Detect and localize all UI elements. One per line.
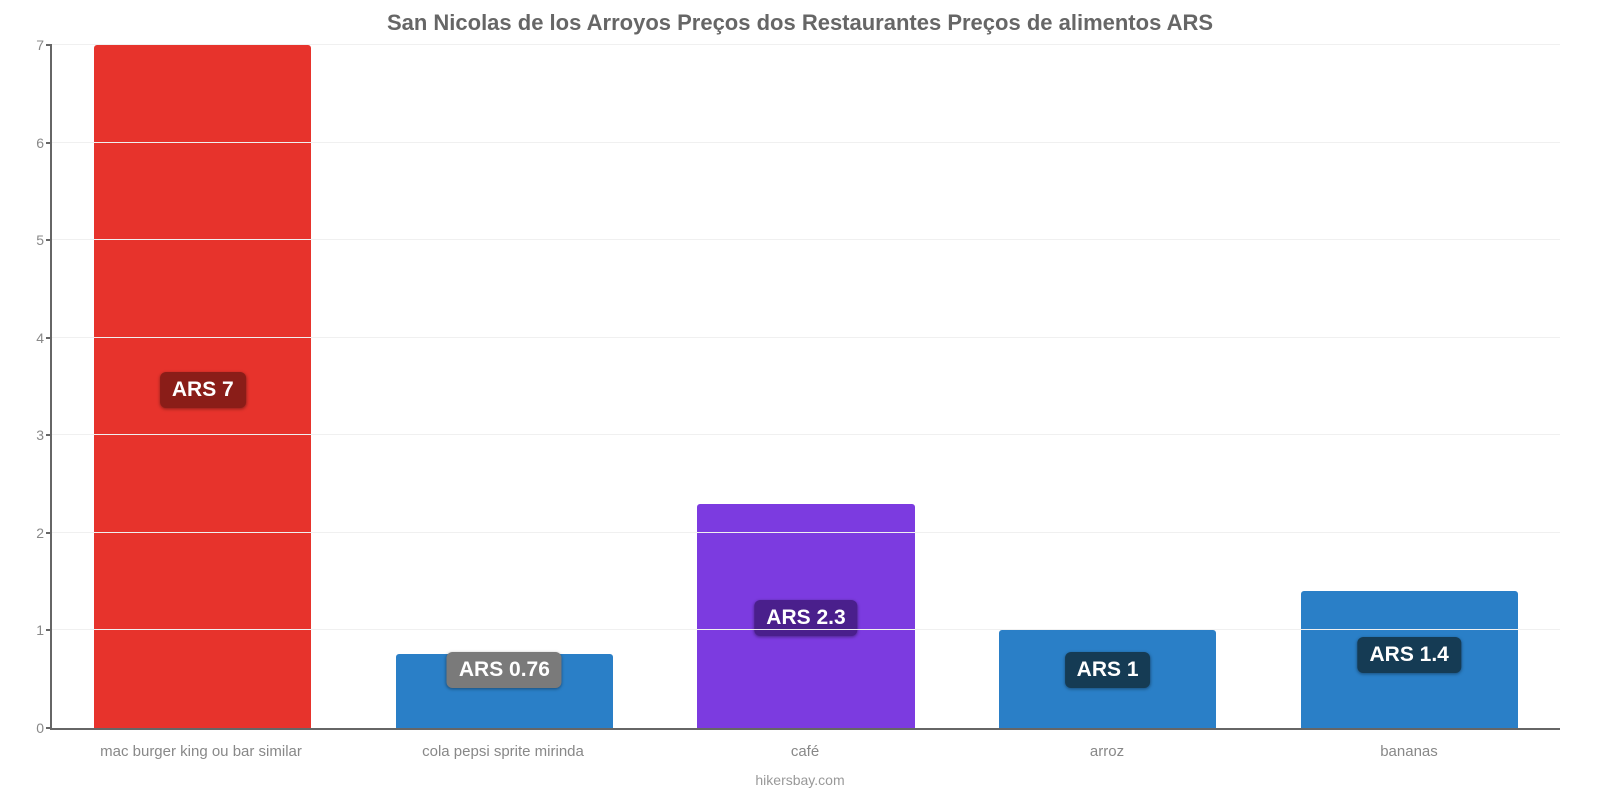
bar-slot: ARS 7 [52,45,354,728]
source-label: hikersbay.com [0,772,1600,788]
value-badge: ARS 7 [160,372,246,408]
x-axis-label: cola pepsi sprite mirinda [352,743,654,760]
gridline [52,434,1560,435]
bar-slot: ARS 1.4 [1258,45,1560,728]
gridline [52,532,1560,533]
y-tick-label: 4 [36,330,52,346]
value-badge: ARS 1 [1065,652,1151,688]
y-tick-label: 5 [36,232,52,248]
chart-container: San Nicolas de los Arroyos Preços dos Re… [0,0,1600,800]
y-tick-label: 3 [36,427,52,443]
x-axis-label: café [654,743,956,760]
y-tick-label: 2 [36,525,52,541]
y-tick-label: 7 [36,37,52,53]
y-tick-label: 6 [36,135,52,151]
plot-area: ARS 7ARS 0.76ARS 2.3ARS 1ARS 1.4 0123456… [50,45,1560,730]
value-badge: ARS 1.4 [1357,637,1460,673]
bar-slot: ARS 2.3 [655,45,957,728]
bars-row: ARS 7 ARS 0.76 ARS 2.3 ARS 1 ARS 1.4 [52,45,1560,728]
chart-title: San Nicolas de los Arroyos Preços dos Re… [0,10,1600,36]
x-axis-label: arroz [956,743,1258,760]
gridline [52,239,1560,240]
y-tick-label: 0 [36,720,52,736]
bar-slot: ARS 0.76 [354,45,656,728]
x-axis-label: mac burger king ou bar similar [50,743,352,760]
value-badge: ARS 0.76 [447,652,562,688]
bar-slot: ARS 1 [957,45,1259,728]
value-badge: ARS 2.3 [754,600,857,636]
gridline [52,142,1560,143]
y-tick-label: 1 [36,622,52,638]
gridline [52,44,1560,45]
x-axis-label: bananas [1258,743,1560,760]
gridline [52,629,1560,630]
gridline [52,337,1560,338]
x-axis-labels: mac burger king ou bar similarcola pepsi… [50,743,1560,760]
